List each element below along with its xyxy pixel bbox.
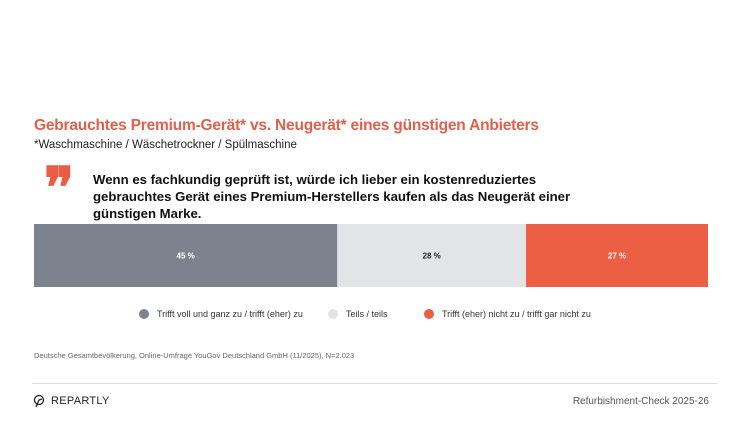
quote-mark-icon: ❞ [44, 155, 74, 221]
bar-segment-0 [34, 224, 338, 287]
legend-item-neutral: Teils / teils [328, 309, 388, 319]
survey-statement: Wenn es fachkundig geprüft ist, würde ic… [93, 172, 571, 221]
footer-divider [32, 383, 717, 384]
legend-swatch [424, 309, 434, 319]
data-label-2: 27 % [608, 252, 626, 261]
bar-segment-1 [337, 224, 527, 287]
data-label-0: 45 % [177, 252, 195, 261]
stacked-bar-chart: 45 % 28 % 27 % [34, 224, 708, 287]
chart-subtitle: *Waschmaschine / Wäschetrockner / Spülma… [34, 139, 297, 151]
data-label-1: 28 % [423, 252, 441, 261]
legend-item-agree: Trifft voll und ganz zu / trifft (eher) … [139, 309, 303, 319]
logo-text: REPARTLY [51, 395, 110, 407]
repartly-logo-icon [33, 394, 45, 408]
legend-label: Trifft (eher) nicht zu / trifft gar nich… [442, 309, 591, 319]
chart-title: Gebrauchtes Premium-Gerät* vs. Neugerät*… [34, 117, 539, 134]
legend-label: Trifft voll und ganz zu / trifft (eher) … [157, 309, 303, 319]
legend-label: Teils / teils [346, 309, 388, 319]
source-note: Deutsche Gesamtbevölkerung, Online-Umfra… [34, 351, 355, 360]
report-name: Refurbishment-Check 2025-26 [572, 396, 709, 407]
legend-item-disagree: Trifft (eher) nicht zu / trifft gar nich… [424, 309, 591, 319]
legend-swatch [139, 309, 149, 319]
legend-swatch [328, 309, 338, 319]
bar-segment-2 [526, 224, 708, 287]
repartly-logo: REPARTLY [33, 394, 110, 408]
